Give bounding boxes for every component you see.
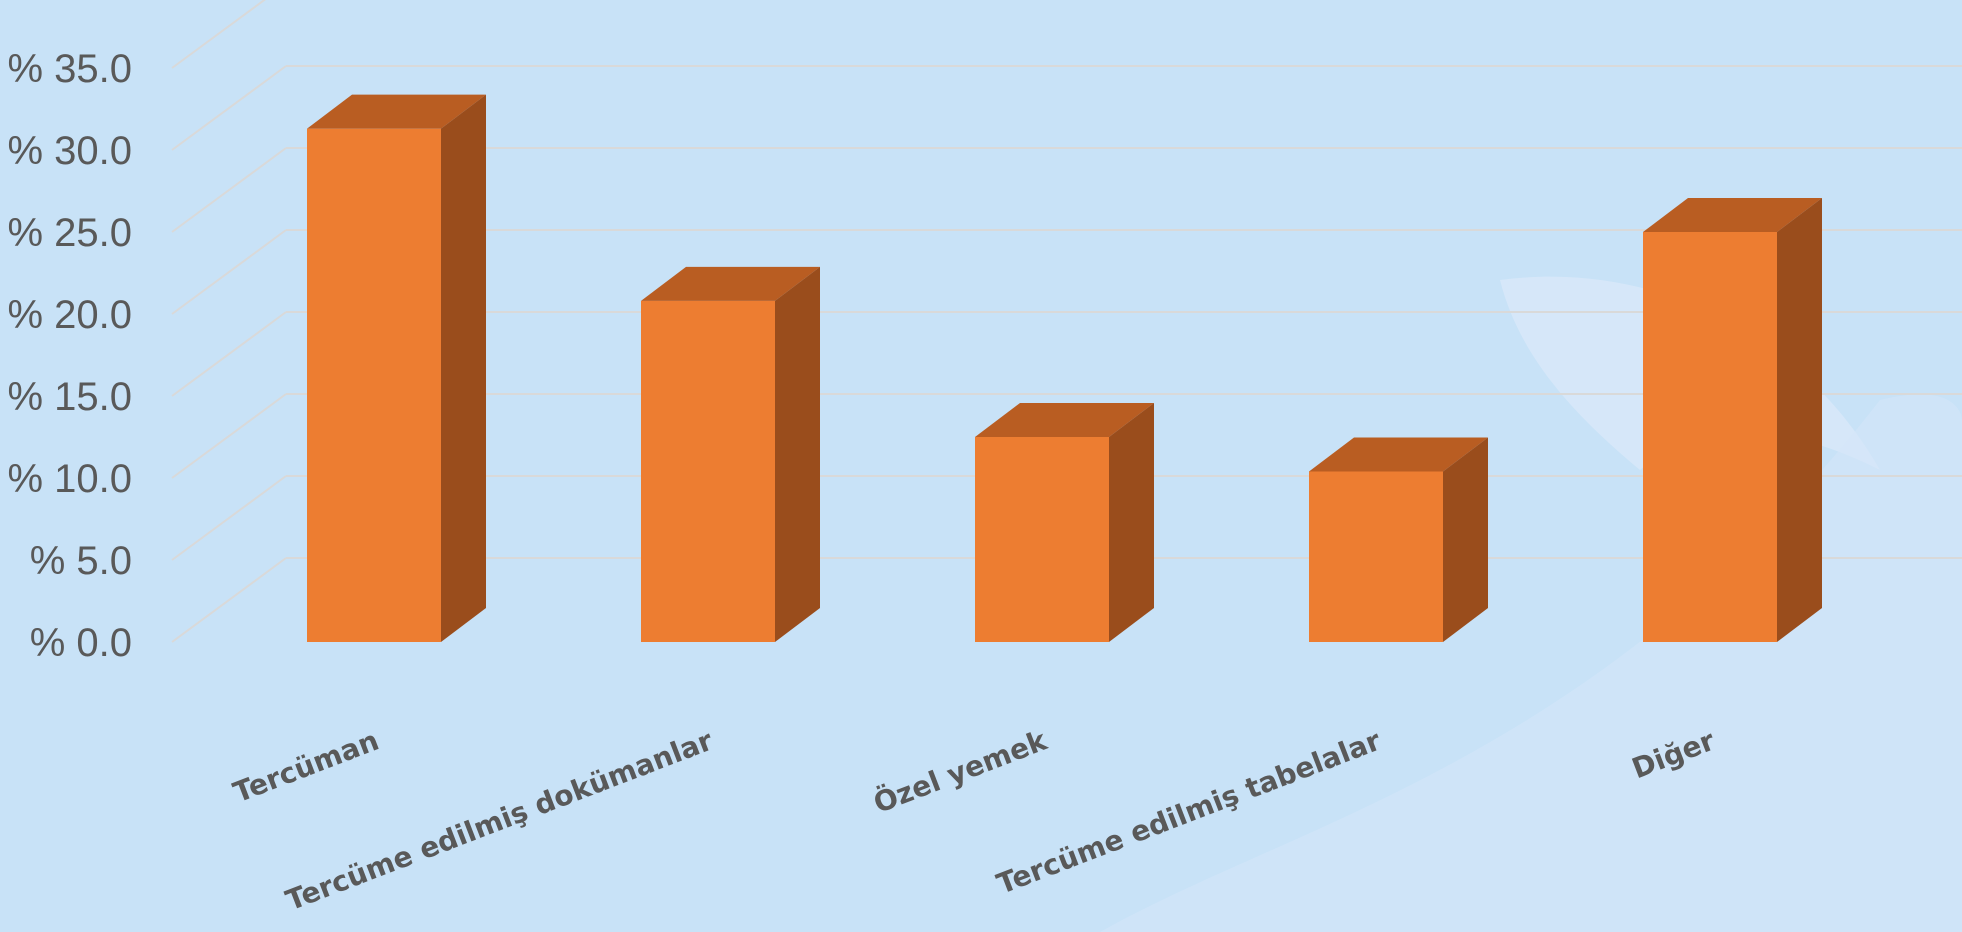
gridline-diagonal — [171, 65, 287, 151]
bar-side — [775, 266, 820, 642]
bar-front — [307, 128, 441, 642]
bar-top — [307, 94, 486, 129]
bar-top — [641, 266, 820, 301]
y-tick-label: % 15.0 — [7, 375, 132, 419]
bar-3 — [975, 403, 1154, 642]
bar-1 — [307, 94, 486, 643]
bar-top — [975, 403, 1154, 437]
bar-side — [1109, 403, 1154, 642]
x-category-label: Özel yemek — [869, 722, 1053, 820]
bar-front — [1643, 232, 1777, 642]
y-tick-label: % 20.0 — [7, 293, 132, 337]
y-tick-label: % 30.0 — [7, 129, 132, 173]
background-decoration — [1100, 276, 1962, 932]
bar-front — [641, 300, 775, 642]
y-axis-ticks: % 0.0 % 5.0 % 10.0 % 15.0 % 20.0 % 25.0 % 30.0… — [7, 47, 132, 665]
bar-side — [441, 94, 486, 643]
bar-side — [1443, 437, 1488, 642]
bars — [307, 94, 1822, 643]
gridline-diagonal — [171, 147, 287, 233]
gridline-diagonal — [171, 311, 287, 397]
bar-side — [1777, 198, 1822, 642]
y-tick-label: % 35.0 — [7, 47, 132, 91]
y-tick-label: % 0.0 — [30, 621, 132, 665]
bar-top — [1309, 437, 1488, 472]
bar-4 — [1309, 437, 1488, 642]
y-tick-label: % 25.0 — [7, 211, 132, 255]
gridline-diagonal — [171, 393, 287, 479]
gridline-diagonal — [171, 475, 287, 561]
x-category-label: Tercüman — [229, 724, 383, 810]
bar-2 — [641, 266, 820, 642]
bar-top — [1643, 198, 1822, 232]
y-tick-label: % 5.0 — [30, 539, 132, 583]
gridline-diagonal — [171, 229, 287, 315]
bar-front — [1309, 471, 1443, 642]
bar-5 — [1643, 198, 1822, 642]
y-tick-label: % 10.0 — [7, 457, 132, 501]
gridline-diagonal — [171, 557, 287, 643]
gridline-diagonal — [171, 0, 266, 69]
bar-front — [975, 437, 1109, 642]
